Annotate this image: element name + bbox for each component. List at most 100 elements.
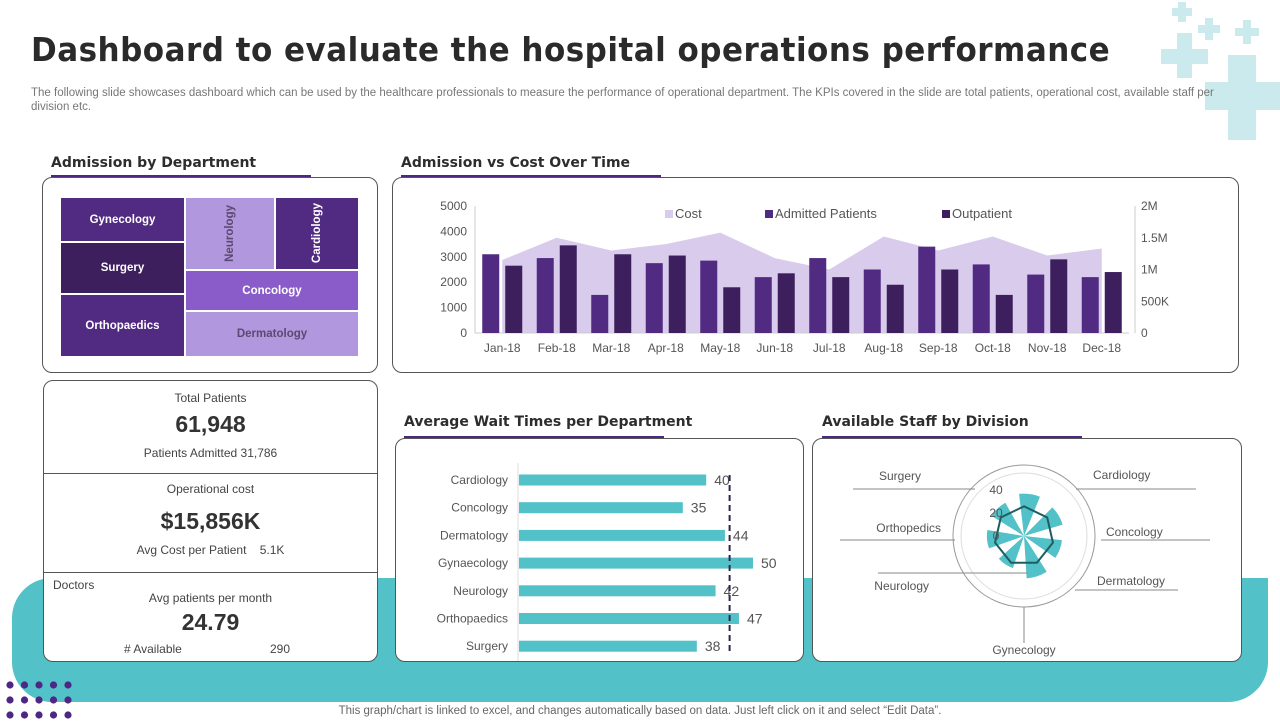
outpatient-bar [505, 265, 523, 333]
treemap-label: Dermatology [236, 328, 308, 340]
admission-vs-cost-card: 0 1000 2000 3000 4000 5000 0 500K 1M 1.5M 2M Jan-18… [392, 177, 1239, 373]
outpatient-bar [668, 255, 686, 333]
division-label: Cardiology [1093, 468, 1150, 482]
page-title: Dashboard to evaluate the hospital opera… [31, 30, 1111, 69]
admission-vs-cost-title: Admission vs Cost Over Time [401, 155, 631, 171]
treemap-cell-gynecology: Gynecology [60, 197, 185, 242]
dot [20, 711, 29, 719]
category-label: Concology [451, 501, 508, 515]
admission-by-department-title: Admission by Department [51, 155, 257, 171]
divider [44, 473, 377, 474]
section-underline [401, 175, 661, 177]
y-right-tick-label: 2M [1141, 199, 1158, 213]
staff-by-division-chart: Cardiology Concology Dermatology Gynecology… [840, 464, 1210, 657]
page-subtitle: The following slide showcases dashboard … [31, 87, 1214, 113]
x-tick-label: Feb-18 [538, 341, 576, 355]
category-label: Orthopaedics [437, 612, 508, 626]
avg-patients-value: 24.79 [181, 609, 240, 635]
outpatient-bar [995, 294, 1013, 333]
staff-wedge [1024, 536, 1047, 579]
staff-wedge [998, 536, 1024, 569]
legend-label: Admitted Patients [775, 206, 877, 221]
wait-time-bar [519, 502, 683, 514]
admitted-bar [591, 294, 609, 333]
operational-cost-value: $15,856K [160, 508, 261, 534]
legend-label: Cost [675, 206, 702, 221]
x-tick-label: Jun-18 [756, 341, 793, 355]
y-left-tick-label: 3000 [440, 250, 467, 264]
y-left-tick-label: 2000 [440, 275, 467, 289]
total-patients-value: 61,948 [175, 411, 246, 437]
x-tick-label: Apr-18 [648, 341, 684, 355]
value-label: 50 [761, 555, 777, 571]
dot [64, 696, 72, 704]
value-label: 44 [733, 527, 749, 543]
y-left-tick-label: 1000 [440, 301, 467, 315]
dot [20, 696, 29, 704]
category-label: Gynaecology [438, 556, 508, 570]
category-label: Dermatology [440, 528, 508, 542]
outpatient-bar [559, 245, 577, 333]
value-label: 40 [714, 472, 730, 488]
admitted-bar [536, 258, 554, 333]
treemap: Gynecology Surgery Orthopaedics Neurology Ca… [60, 197, 359, 357]
treemap-label: Gynecology [89, 213, 156, 226]
r-tick-label: 40 [989, 483, 1003, 497]
staff-by-division-card: Cardiology Concology Dermatology Gynecology… [812, 438, 1242, 662]
section-underline [404, 436, 664, 438]
operational-cost-label: Operational cost [166, 482, 255, 496]
patients-admitted: Patients Admitted 31,786 [44, 446, 377, 460]
dot [64, 711, 72, 719]
treemap-label: Concology [242, 284, 302, 297]
medical-cross-icon [1161, 2, 1280, 140]
patients-admitted-label: Patients Admitted [143, 446, 238, 460]
admitted-bar [972, 264, 990, 333]
outpatient-bar [941, 269, 959, 333]
y-left-tick-label: 4000 [440, 224, 467, 238]
wait-time-bar [519, 613, 739, 624]
admitted-bar [700, 260, 718, 333]
doctors-label: Doctors [53, 578, 95, 592]
available-value: 290 [270, 642, 291, 656]
x-tick-label: Mar-18 [592, 341, 630, 355]
treemap-label: Neurology [224, 205, 236, 262]
treemap-cell-orthopaedics: Orthopaedics [60, 294, 185, 357]
y-right-tick-label: 1M [1141, 263, 1158, 277]
dot [6, 681, 14, 689]
outpatient-bar [886, 284, 904, 333]
division-label: Gynecology [992, 643, 1055, 657]
wait-times-card: Cardiology 40 Concology 35 Dermatology 44 Gyna… [395, 438, 804, 662]
admitted-bar [918, 246, 936, 333]
dot [35, 711, 43, 719]
staff-wedge [1024, 507, 1063, 536]
division-label: Surgery [879, 469, 921, 483]
category-label: Neurology [453, 584, 508, 598]
value-label: 42 [724, 583, 740, 599]
x-tick-label: Nov-18 [1028, 341, 1067, 355]
treemap-cell-surgery: Surgery [60, 242, 185, 294]
category-label: Surgery [466, 639, 508, 653]
admission-vs-cost-chart: 0 1000 2000 3000 4000 5000 0 500K 1M 1.5M 2M Jan-18… [440, 199, 1169, 355]
staff-wedge [991, 502, 1024, 536]
x-tick-label: Sep-18 [919, 341, 958, 355]
outpatient-bar [723, 287, 741, 333]
wait-time-bar [519, 640, 697, 652]
staff-by-division-title: Available Staff by Division [822, 414, 1029, 430]
treemap-label: Cardiology [311, 203, 323, 264]
dot [49, 681, 58, 689]
dot [49, 711, 58, 719]
admitted-bar [1027, 274, 1045, 333]
outpatient-bar [614, 254, 632, 333]
division-label: Orthopedics [876, 521, 941, 535]
outpatient-bar [1050, 259, 1068, 333]
treemap-label: Orthopaedics [85, 319, 160, 332]
dot [20, 681, 29, 689]
value-label: 38 [705, 638, 721, 654]
treemap-label: Surgery [100, 262, 145, 274]
admitted-bar [645, 263, 663, 333]
treemap-cell-cardiology: Cardiology [275, 197, 359, 270]
avg-patients-label: Avg patients per month [148, 591, 273, 605]
category-label: Cardiology [451, 473, 508, 487]
divider [44, 572, 377, 573]
kpi-card: Total Patients 61,948 Patients Admitted … [43, 380, 378, 662]
